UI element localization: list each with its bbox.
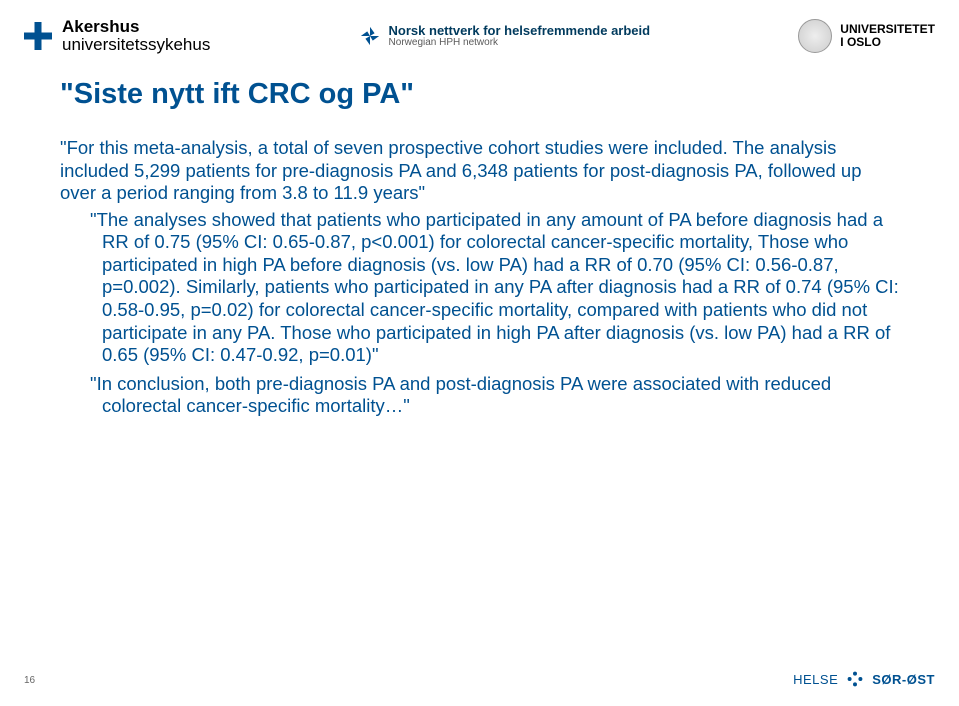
logo-akershus: Akershus universitetssykehus (24, 18, 210, 54)
logo-uio: UNIVERSITETET I OSLO (798, 19, 935, 53)
paragraph-results: "The analyses showed that patients who p… (72, 209, 899, 367)
slide-header: Akershus universitetssykehus Norsk nettv… (0, 0, 959, 64)
logo-text-line2: universitetssykehus (62, 36, 210, 54)
paragraph-intro: "For this meta-analysis, a total of seve… (60, 137, 899, 205)
paragraph-conclusion: "In conclusion, both pre-diagnosis PA an… (72, 373, 899, 418)
logo-right-line2: I OSLO (840, 36, 935, 49)
page-number: 16 (24, 675, 35, 686)
logo-mid-line2: Norwegian HPH network (389, 38, 651, 49)
slide-body: "For this meta-analysis, a total of seve… (60, 137, 899, 418)
footer-prefix: HELSE (793, 672, 838, 687)
seal-icon (798, 19, 832, 53)
dots-icon (846, 670, 864, 688)
footer-text: SØR-ØST (872, 672, 935, 687)
logo-text-line1: Akershus (62, 18, 210, 36)
slide-content: "Siste nytt ift CRC og PA" "For this met… (60, 78, 899, 424)
plus-icon (24, 22, 52, 50)
pinwheel-icon (359, 25, 381, 47)
logo-mid-line1: Norsk nettverk for helsefremmende arbeid (389, 24, 651, 38)
footer-logo-helse: HELSE SØR-ØST (793, 670, 935, 688)
logo-hph: Norsk nettverk for helsefremmende arbeid… (359, 24, 651, 48)
slide-title: "Siste nytt ift CRC og PA" (60, 78, 899, 111)
